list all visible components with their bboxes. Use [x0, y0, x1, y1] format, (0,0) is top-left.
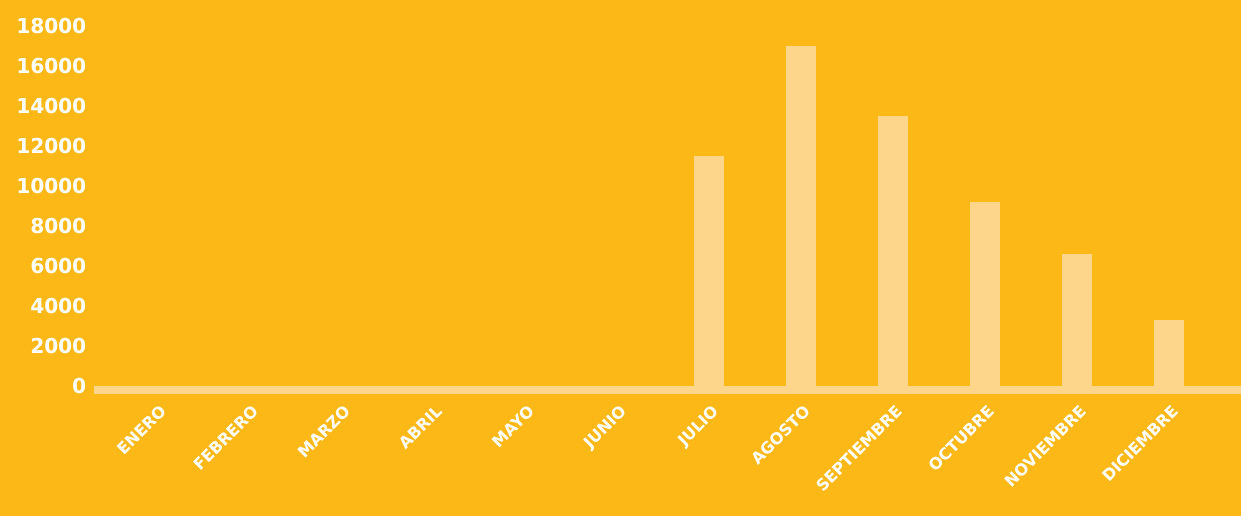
y-axis: 0 2000 4000 6000 8000 10000 12000 14000 16000 180…	[16, 14, 86, 398]
bar-octubre	[970, 202, 1000, 390]
y-tick-label: 14000	[16, 94, 86, 118]
x-axis-baseline	[94, 386, 1241, 394]
bar-agosto	[786, 46, 816, 390]
bar-noviembre	[1062, 254, 1092, 390]
bar-septiembre	[878, 116, 908, 390]
y-tick-label: 12000	[16, 134, 86, 158]
y-tick-label: 6000	[30, 254, 86, 278]
bars-group	[694, 46, 1184, 390]
y-tick-label: 8000	[30, 214, 86, 238]
y-tick-label: 16000	[16, 54, 86, 78]
bar-julio	[694, 156, 724, 390]
y-tick-label: 2000	[30, 334, 86, 358]
y-tick-label: 0	[72, 374, 86, 398]
y-tick-label: 10000	[16, 174, 86, 198]
y-tick-label: 18000	[16, 14, 86, 38]
bar-diciembre	[1154, 320, 1184, 390]
y-tick-label: 4000	[30, 294, 86, 318]
